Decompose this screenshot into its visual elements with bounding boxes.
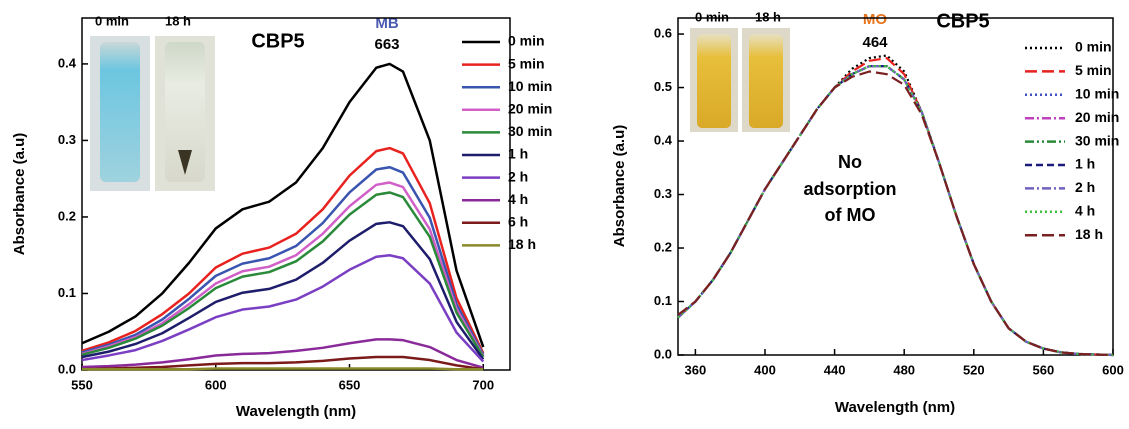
note: of MO: [825, 205, 876, 225]
x-tick-label: 480: [893, 362, 915, 377]
y-tick-label: 0.4: [654, 132, 673, 147]
series-line: [81, 62, 485, 348]
series-line: [81, 165, 485, 356]
vial: [697, 34, 731, 128]
legend-label: 20 min: [1075, 109, 1119, 125]
legend-label: 2 h: [1075, 179, 1095, 195]
series-line: [82, 367, 484, 371]
chart-title: CBP5: [936, 10, 989, 32]
legend-label: 0 min: [508, 33, 545, 49]
legend-label: 10 min: [508, 78, 552, 94]
y-tick-label: 0.3: [58, 132, 76, 147]
series-line: [81, 253, 485, 363]
note: adsorption: [804, 179, 897, 199]
legend-label: 2 h: [508, 168, 528, 184]
y-tick-label: 0.2: [58, 208, 76, 223]
x-tick-label: 440: [824, 362, 846, 377]
y-tick-label: 0.1: [58, 285, 76, 300]
note: No: [838, 152, 862, 172]
y-tick-label: 0.0: [58, 361, 76, 376]
x-tick-label: 600: [1102, 362, 1124, 377]
y-tick-label: 0.3: [654, 186, 672, 201]
legend-label: 30 min: [508, 123, 552, 139]
annotation: 663: [374, 36, 399, 53]
annotation: 464: [862, 34, 888, 51]
x-tick-label: 520: [963, 362, 985, 377]
legend-label: 1 h: [1075, 156, 1095, 172]
y-tick-label: 0.0: [654, 346, 672, 361]
y-tick-label: 0.5: [654, 79, 672, 94]
legend-label: 4 h: [508, 191, 528, 207]
photo-label: 18 h: [165, 13, 191, 28]
annotation: MB: [375, 15, 398, 32]
legend-label: 18 h: [1075, 226, 1103, 242]
photo-label: 0 min: [695, 9, 729, 24]
annotation: MO: [863, 11, 887, 28]
photo-label: 18 h: [755, 9, 781, 24]
plot-frame: [677, 17, 1114, 356]
series-line: [81, 355, 484, 371]
vial: [749, 34, 783, 128]
series-line: [677, 70, 1114, 357]
chart-title: CBP5: [251, 30, 304, 52]
photo-label: 0 min: [95, 13, 129, 28]
vial: [165, 42, 205, 182]
series-line: [81, 338, 484, 369]
legend-label: 4 h: [1075, 203, 1095, 219]
legend-label: 10 min: [1075, 86, 1119, 102]
x-tick-label: 700: [472, 377, 494, 392]
y-axis-label: Absorbance (a.u): [11, 133, 28, 256]
legend-label: 30 min: [1075, 132, 1119, 148]
y-tick-label: 0.1: [654, 293, 672, 308]
legend-label: 5 min: [1075, 62, 1112, 78]
x-tick-label: 560: [1033, 362, 1055, 377]
x-axis-label: Wavelength (nm): [835, 399, 955, 416]
series-line: [81, 146, 485, 354]
x-tick-label: 400: [754, 362, 776, 377]
y-tick-label: 0.4: [58, 55, 77, 70]
series-line: [81, 181, 485, 357]
legend-label: 6 h: [508, 214, 528, 230]
vial: [100, 42, 140, 182]
x-tick-label: 600: [205, 377, 227, 392]
legend-label: 5 min: [508, 55, 545, 71]
x-tick-label: 650: [339, 377, 361, 392]
legend-label: 1 h: [508, 146, 528, 162]
sediment: [178, 150, 192, 175]
x-tick-label: 550: [71, 377, 93, 392]
y-tick-label: 0.2: [654, 239, 672, 254]
y-tick-label: 0.6: [654, 25, 672, 40]
x-axis-label: Wavelength (nm): [236, 403, 356, 420]
plot-frame: [81, 17, 511, 371]
series-line: [81, 221, 485, 361]
legend-label: 18 h: [508, 236, 536, 252]
legend-label: 20 min: [508, 101, 552, 117]
legend-label: 0 min: [1075, 39, 1112, 55]
x-tick-label: 360: [685, 362, 707, 377]
y-axis-label: Absorbance (a.u): [611, 125, 628, 248]
series-line: [81, 191, 485, 358]
